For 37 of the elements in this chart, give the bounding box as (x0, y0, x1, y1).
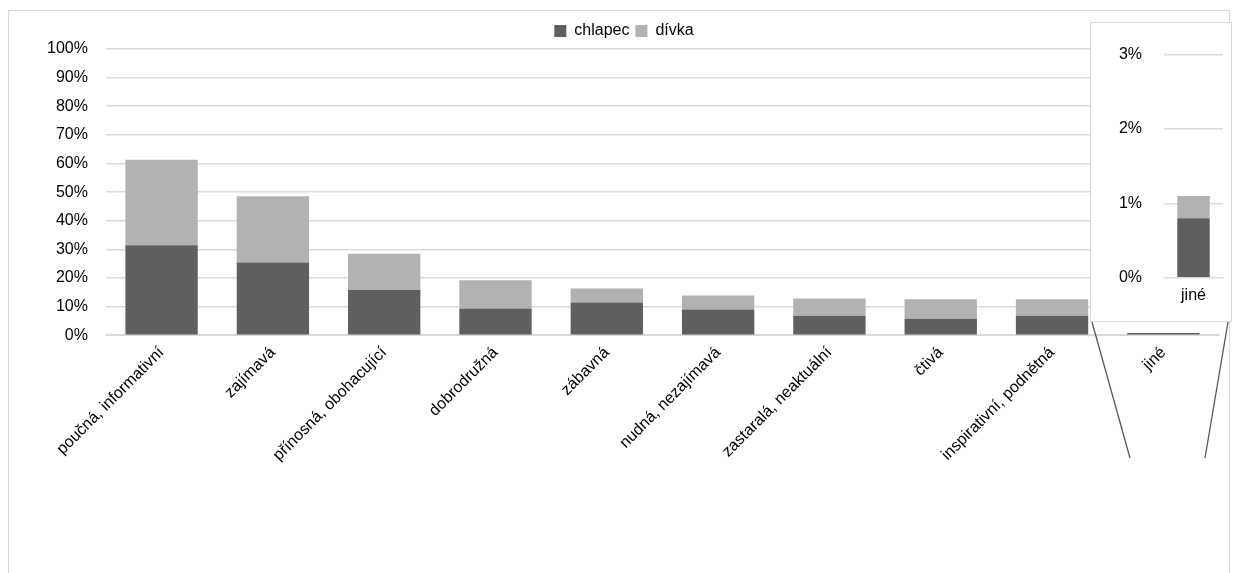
bar (348, 253, 421, 291)
bar (1015, 299, 1089, 316)
x-tick-label: jiné (1138, 343, 1169, 374)
bar (793, 315, 866, 335)
bar (904, 299, 977, 319)
y-tick-label: 20% (55, 268, 88, 286)
y-tick-label: 0% (1118, 268, 1142, 286)
bar (348, 290, 421, 335)
bar (570, 302, 643, 335)
legend-label: dívka (655, 21, 694, 39)
bar (125, 245, 198, 335)
bar (904, 318, 977, 335)
bar (125, 159, 198, 246)
bar (459, 308, 532, 335)
y-tick-label: 10% (55, 297, 88, 315)
bar (236, 196, 310, 263)
y-tick-label: 3% (1118, 45, 1142, 63)
bar (681, 309, 755, 335)
y-tick-label: 100% (47, 39, 88, 57)
bar (1015, 315, 1089, 335)
bar (793, 298, 866, 316)
y-tick-label: 30% (55, 239, 88, 257)
legend-label: chlapec (574, 21, 630, 39)
x-tick-label: jiné (1180, 285, 1207, 303)
y-tick-label: 1% (1118, 193, 1142, 211)
y-tick-label: 70% (55, 125, 88, 143)
y-tick-label: 0% (64, 325, 88, 343)
y-tick-label: 80% (55, 96, 88, 114)
bar (570, 288, 643, 303)
bar (681, 295, 755, 310)
bar (459, 280, 532, 309)
y-tick-label: 50% (55, 182, 88, 200)
y-tick-label: 60% (55, 153, 88, 171)
y-tick-label: 2% (1118, 119, 1142, 137)
y-tick-label: 90% (55, 68, 88, 86)
y-tick-label: 40% (55, 211, 88, 229)
bar (236, 262, 310, 335)
